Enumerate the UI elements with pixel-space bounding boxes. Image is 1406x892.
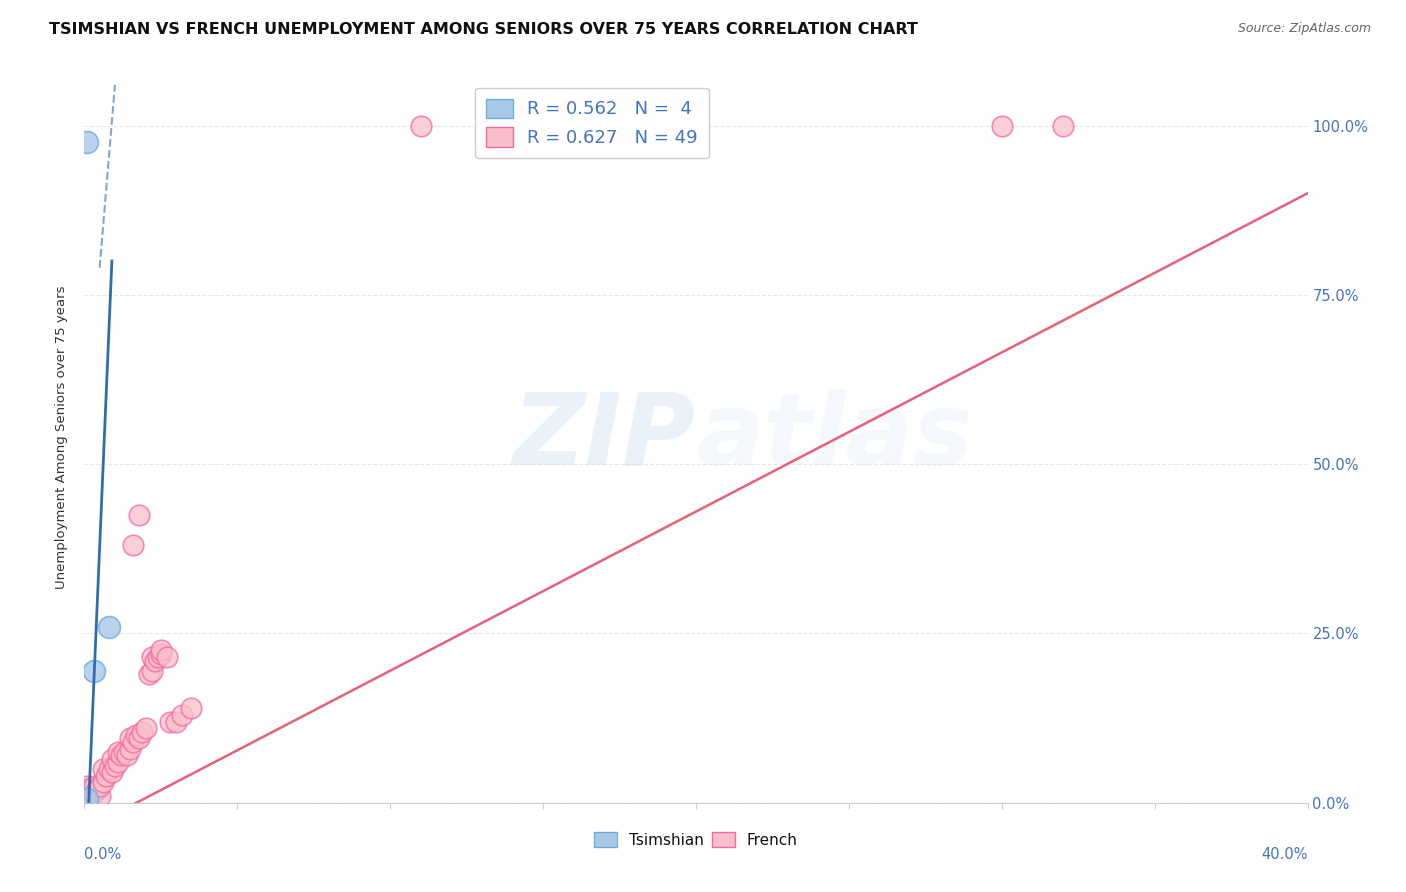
Point bbox=[141, 650, 163, 665]
Point bbox=[135, 721, 157, 735]
Point bbox=[76, 782, 98, 797]
Point bbox=[83, 664, 105, 678]
Point bbox=[94, 769, 117, 783]
Text: ZIP: ZIP bbox=[513, 389, 696, 485]
Point bbox=[149, 643, 172, 657]
Point bbox=[156, 650, 179, 665]
Point bbox=[83, 786, 105, 800]
Point bbox=[165, 714, 187, 729]
Point bbox=[86, 782, 108, 797]
Point bbox=[122, 538, 145, 552]
Point bbox=[101, 752, 124, 766]
Point bbox=[101, 765, 124, 780]
Point bbox=[104, 758, 127, 772]
Point bbox=[531, 119, 554, 133]
Point bbox=[76, 789, 98, 803]
Point bbox=[76, 792, 98, 806]
Text: 40.0%: 40.0% bbox=[1261, 847, 1308, 862]
Point bbox=[112, 745, 135, 759]
Point bbox=[79, 782, 101, 797]
Point bbox=[122, 735, 145, 749]
Point bbox=[91, 775, 114, 789]
Point bbox=[83, 779, 105, 793]
Text: atlas: atlas bbox=[696, 389, 973, 485]
Point bbox=[141, 664, 163, 678]
Point bbox=[180, 701, 202, 715]
Point bbox=[1052, 119, 1074, 133]
Point bbox=[149, 647, 172, 661]
Point bbox=[120, 731, 142, 746]
Point bbox=[120, 741, 142, 756]
Point bbox=[991, 119, 1014, 133]
Text: TSIMSHIAN VS FRENCH UNEMPLOYMENT AMONG SENIORS OVER 75 YEARS CORRELATION CHART: TSIMSHIAN VS FRENCH UNEMPLOYMENT AMONG S… bbox=[49, 22, 918, 37]
Point bbox=[76, 786, 98, 800]
Point bbox=[79, 789, 101, 803]
Point bbox=[125, 728, 148, 742]
Legend: Tsimshian, French: Tsimshian, French bbox=[588, 825, 804, 854]
Point bbox=[172, 707, 194, 722]
Point bbox=[76, 792, 98, 806]
Point bbox=[97, 620, 120, 634]
Point bbox=[97, 762, 120, 776]
Point bbox=[159, 714, 181, 729]
Point bbox=[146, 650, 169, 665]
Text: Source: ZipAtlas.com: Source: ZipAtlas.com bbox=[1237, 22, 1371, 36]
Point bbox=[107, 745, 129, 759]
Point bbox=[107, 755, 129, 769]
Point bbox=[89, 789, 111, 803]
Point bbox=[76, 136, 98, 150]
Y-axis label: Unemployment Among Seniors over 75 years: Unemployment Among Seniors over 75 years bbox=[55, 285, 69, 589]
Text: 0.0%: 0.0% bbox=[84, 847, 121, 862]
Point bbox=[110, 748, 132, 763]
Point bbox=[115, 748, 138, 763]
Point bbox=[131, 724, 153, 739]
Point bbox=[128, 731, 150, 746]
Point bbox=[89, 779, 111, 793]
Point bbox=[128, 508, 150, 522]
Point bbox=[91, 762, 114, 776]
Point bbox=[143, 654, 166, 668]
Point bbox=[138, 667, 160, 681]
Point bbox=[76, 779, 98, 793]
Point bbox=[409, 119, 432, 133]
